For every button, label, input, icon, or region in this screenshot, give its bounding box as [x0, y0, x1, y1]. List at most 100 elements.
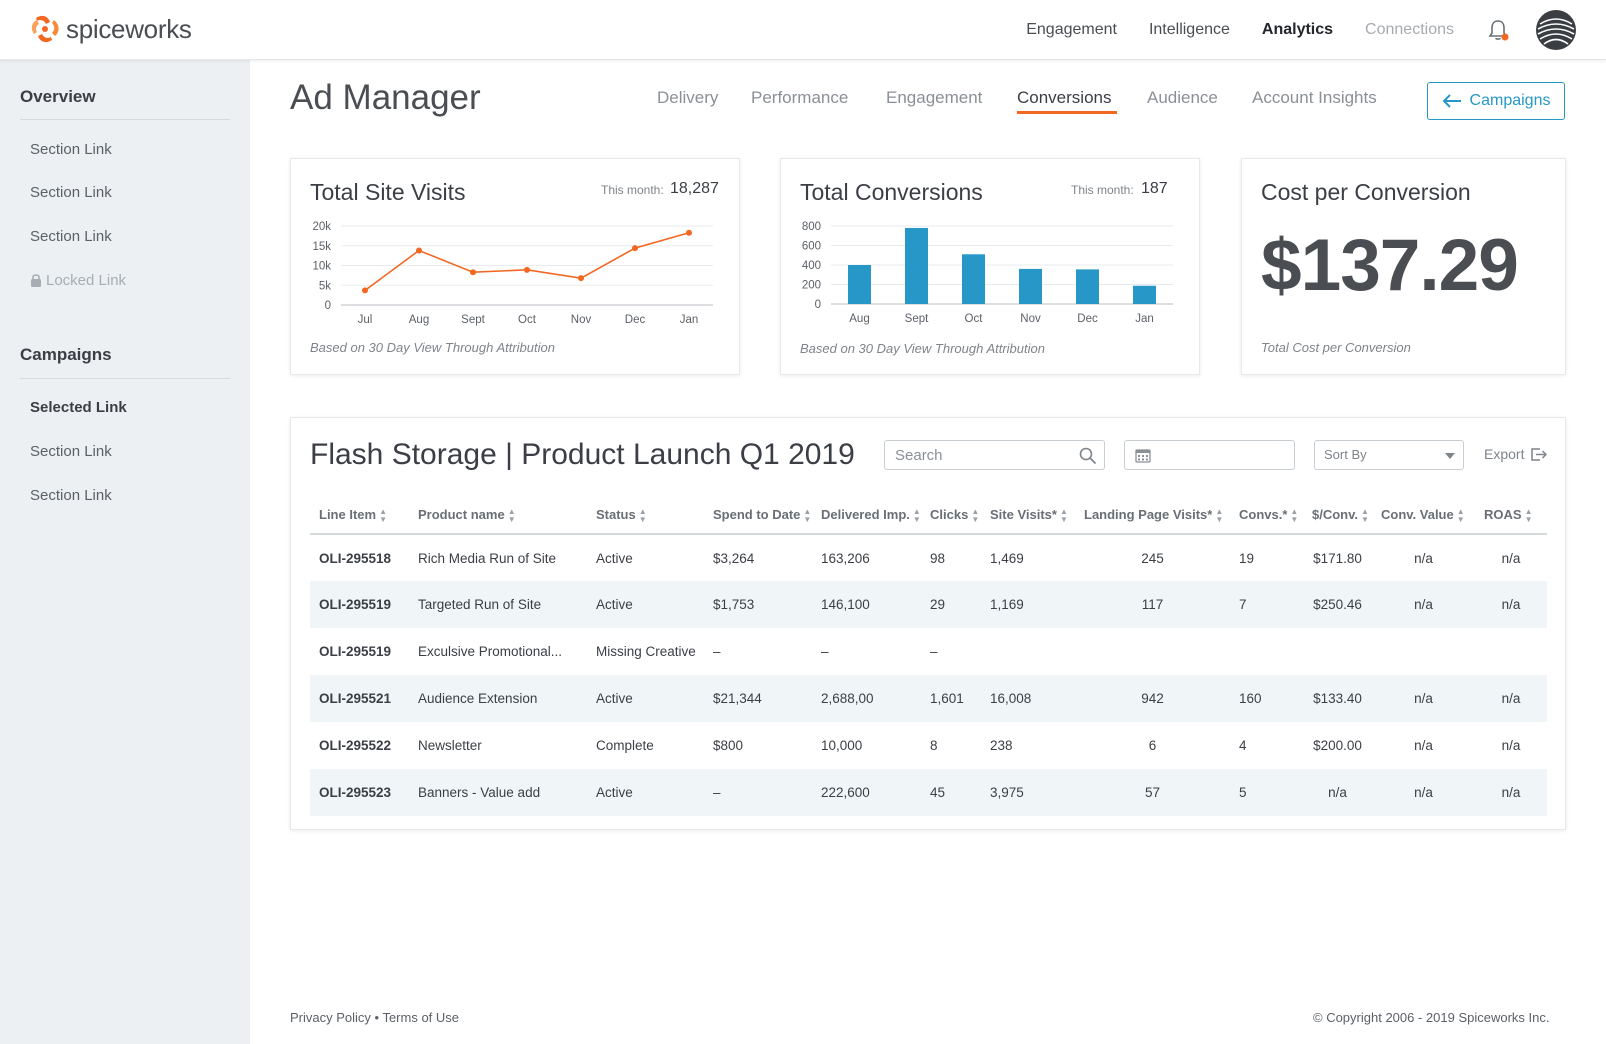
site-visits-title: Total Site Visits	[310, 179, 466, 205]
column-header[interactable]: ROAS ▲ ▼	[1475, 498, 1547, 535]
table-header-row: Line Item ▲ ▼ Product name ▲ ▼ Status ▲ ▼ Spen…	[310, 498, 1547, 535]
sidebar: Overview Section Link Section Link Secti…	[0, 60, 250, 1044]
active-tab-indicator	[1017, 111, 1117, 114]
sort-icon: ▲ ▼	[1361, 506, 1369, 524]
search-icon[interactable]	[1079, 447, 1097, 465]
column-header[interactable]: Clicks ▲ ▼	[921, 498, 981, 535]
table-cell: OLI-295523	[310, 769, 409, 816]
table-row[interactable]: OLI-295519 Exculsive Promotional... Missin…	[310, 628, 1547, 675]
export-button[interactable]: Export	[1484, 446, 1548, 462]
y-tick-label: 0	[815, 299, 821, 311]
tab-engagement[interactable]: Engagement	[886, 88, 983, 107]
table-cell: Active	[587, 675, 704, 722]
table-cell: 238	[990, 738, 1013, 753]
topnav-intelligence[interactable]: Intelligence	[1148, 21, 1230, 38]
tab-account-insights[interactable]: Account Insights	[1252, 88, 1377, 107]
table-cell: 1,469	[990, 550, 1024, 566]
tab-audience[interactable]: Audience	[1147, 88, 1218, 107]
table-row[interactable]: OLI-295519 Targeted Run of Site Active $1,7…	[310, 581, 1547, 628]
topnav-analytics[interactable]: Analytics	[1261, 21, 1334, 38]
bell-icon[interactable]	[1486, 18, 1510, 42]
month-label: This month:	[601, 183, 664, 197]
data-point	[578, 275, 584, 282]
table-cell: OLI-295519	[319, 644, 392, 659]
table-cell: $3,264	[713, 550, 755, 566]
sort-icon: ▲ ▼	[379, 506, 387, 524]
table-cell: OLI-295521	[310, 675, 409, 722]
table-cell	[1075, 628, 1230, 675]
table-cell	[1372, 628, 1475, 675]
y-tick-label: 600	[802, 241, 821, 253]
tab-conversions[interactable]: Conversions	[1017, 88, 1112, 107]
table-row[interactable]: OLI-295518 Rich Media Run of Site Active $3…	[310, 534, 1547, 581]
table-cell: n/a	[1372, 769, 1475, 816]
column-header[interactable]: Line Item ▲ ▼	[310, 498, 409, 535]
x-tick-label: Aug	[409, 314, 429, 326]
site-visits-card: Total Site Visits This month: 18,287 20k…	[290, 158, 740, 375]
table-cell: Exculsive Promotional...	[418, 644, 563, 659]
tab-performance[interactable]: Performance	[751, 88, 849, 107]
export-icon	[1531, 447, 1548, 461]
x-tick-label: Dec	[1077, 313, 1098, 325]
data-point	[686, 229, 692, 236]
table-cell: 19	[1239, 550, 1255, 566]
table-cell: Banners - Value add	[409, 769, 587, 816]
sidebar-section-link[interactable]: Section Link	[30, 487, 112, 504]
column-header[interactable]: Landing Page Visits* ▲ ▼	[1075, 498, 1230, 535]
table-cell: Audience Extension	[409, 675, 587, 722]
table-row[interactable]: OLI-295521 Audience Extension Active $21,34…	[310, 675, 1547, 722]
table-cell	[1230, 628, 1303, 675]
page-title: Ad Manager	[290, 78, 481, 117]
table-cell: 7	[1230, 581, 1303, 628]
sidebar-section-link[interactable]: Section Link	[30, 184, 112, 201]
table-cell: 10,000	[821, 738, 863, 753]
table-cell: –	[930, 644, 938, 659]
table-cell: Missing Creative	[596, 644, 696, 659]
tab-delivery[interactable]: Delivery	[657, 88, 719, 107]
sort-icon: ▲ ▼	[507, 506, 516, 524]
campaigns-back-button[interactable]: Campaigns	[1427, 82, 1565, 120]
sidebar-section-link[interactable]: Section Link	[30, 228, 112, 245]
sidebar-selected-link[interactable]: Selected Link	[30, 399, 127, 416]
avatar[interactable]	[1536, 10, 1576, 50]
sort-by-select[interactable]: Sort By	[1314, 440, 1464, 470]
table-cell: 4	[1239, 738, 1247, 753]
table-cell: $21,344	[704, 675, 812, 722]
sidebar-section-link[interactable]: Section Link	[30, 141, 112, 158]
search-input[interactable]	[885, 441, 1065, 469]
date-picker[interactable]	[1124, 440, 1295, 470]
sidebar-section-link[interactable]: Section Link	[30, 443, 112, 460]
sort-by-label: Sort By	[1324, 447, 1367, 462]
x-tick-label: Sept	[905, 313, 929, 325]
sidebar-heading-campaigns: Campaigns	[20, 345, 112, 364]
conversions-bar-chart: 800 600 400 200 0 Aug Sept Oct Nov Dec Jan	[802, 221, 1173, 325]
table-row[interactable]: OLI-295522 Newsletter Complete $800 10,000 8 2…	[310, 722, 1547, 769]
table-cell: 2,688,00	[812, 675, 921, 722]
table-cell: n/a	[1303, 769, 1372, 816]
column-header[interactable]: Product name ▲ ▼	[409, 498, 587, 535]
column-header[interactable]: Site Visits* ▲ ▼	[981, 498, 1075, 535]
column-header[interactable]: Delivered Imp. ▲ ▼	[812, 498, 921, 535]
column-header[interactable]: Status ▲ ▼	[587, 498, 704, 535]
spiceworks-logo[interactable]: spiceworks	[30, 12, 192, 46]
table-cell: 45	[921, 769, 981, 816]
table-cell: 5	[1230, 769, 1303, 816]
column-header[interactable]: $/Conv. ▲ ▼	[1303, 498, 1372, 535]
topnav-connections[interactable]: Connections	[1365, 21, 1454, 38]
column-header[interactable]: Conv. Value ▲ ▼	[1372, 498, 1475, 535]
table-cell: Targeted Run of Site	[409, 581, 587, 628]
table-cell: $133.40	[1303, 675, 1372, 722]
campaigns-button-label: Campaigns	[1469, 92, 1551, 109]
footer-links[interactable]: Privacy Policy • Terms of Use	[290, 1010, 460, 1025]
table-cell: 6	[1148, 738, 1157, 753]
arrow-left-icon	[1442, 94, 1461, 108]
spiceworks-logo-icon	[31, 15, 59, 43]
table-row[interactable]: OLI-295523 Banners - Value add Active –222,…	[310, 769, 1547, 816]
table-cell: –	[713, 644, 721, 659]
table-cell	[1303, 628, 1372, 675]
column-header[interactable]: Spend to Date ▲ ▼	[704, 498, 812, 535]
column-header[interactable]: Convs.* ▲ ▼	[1230, 498, 1303, 535]
topnav-engagement[interactable]: Engagement	[1026, 21, 1117, 38]
attribution-note: Based on 30 Day View Through Attribution	[310, 340, 555, 355]
table-cell: n/a	[1501, 738, 1521, 753]
